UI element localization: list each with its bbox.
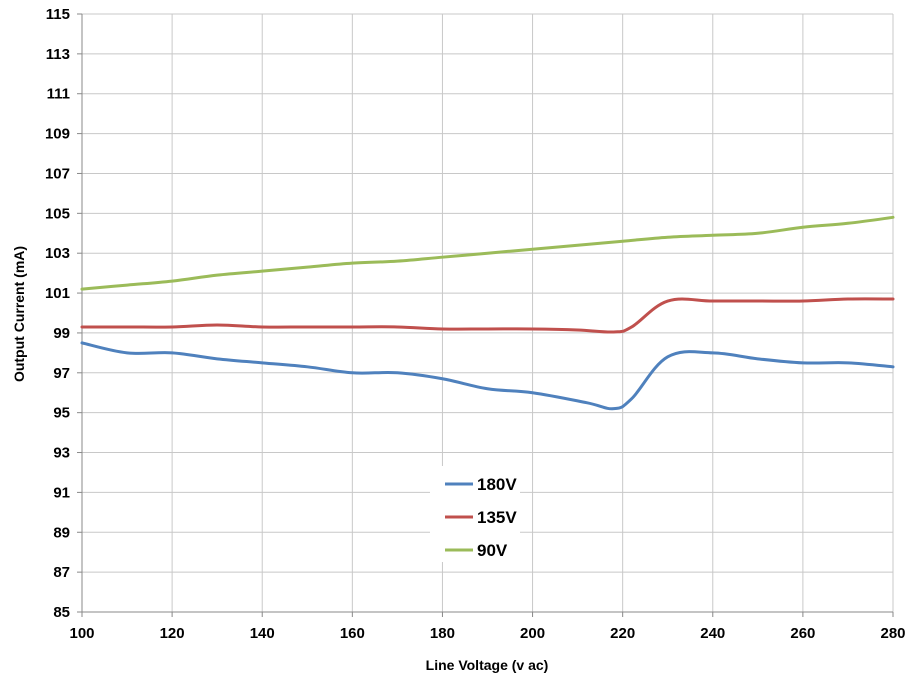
- y-tick-label: 105: [45, 205, 70, 222]
- y-tick-label: 89: [53, 524, 70, 541]
- x-tick-labels: 100 120 140 160 180 200 220 240 260 280: [69, 625, 905, 642]
- series-line-90v: [80, 215, 895, 291]
- x-axis-title: Line Voltage (v ac): [426, 657, 549, 673]
- x-tick-label: 220: [610, 625, 635, 642]
- legend-label: 90V: [477, 541, 508, 560]
- y-tick-label: 95: [53, 405, 70, 422]
- series-line-135v: [80, 297, 895, 334]
- legend-label: 180V: [477, 475, 517, 494]
- legend-label: 135V: [477, 508, 517, 527]
- y-tick-label: 93: [53, 445, 70, 462]
- y-tick-label: 115: [46, 6, 70, 23]
- y-tick-label: 113: [46, 46, 70, 63]
- x-tick-label: 260: [790, 625, 815, 642]
- y-tick-label: 109: [45, 126, 70, 143]
- y-tick-label: 101: [45, 285, 70, 302]
- x-tick-label: 240: [700, 625, 725, 642]
- y-tick-label: 103: [45, 245, 70, 262]
- legend: 180V 135V 90V: [430, 466, 520, 562]
- y-tick-label: 111: [47, 86, 70, 103]
- axes: [77, 13, 894, 617]
- series-lines: [80, 215, 895, 411]
- y-tick-label: 97: [53, 365, 70, 382]
- x-tick-label: 280: [880, 625, 905, 642]
- x-tick-label: 180: [430, 625, 455, 642]
- y-tick-label: 87: [53, 564, 70, 581]
- y-tick-labels: 85 87 89 91 93 95 97 99 101 103 105 107 109 111 113 115: [45, 6, 70, 621]
- y-axis-title: Output Current (mA): [11, 246, 27, 382]
- y-tick-label: 85: [53, 604, 70, 621]
- grid-lines: [81, 13, 894, 613]
- x-tick-label: 200: [520, 625, 545, 642]
- y-tick-label: 91: [53, 484, 70, 501]
- x-tick-label: 160: [340, 625, 365, 642]
- x-tick-label: 100: [69, 625, 94, 642]
- y-tick-label: 99: [53, 325, 70, 342]
- legend-box: [430, 466, 520, 562]
- x-tick-label: 140: [250, 625, 275, 642]
- x-tick-label: 120: [160, 625, 185, 642]
- series-line-180v: [80, 341, 895, 411]
- y-tick-label: 107: [45, 165, 70, 182]
